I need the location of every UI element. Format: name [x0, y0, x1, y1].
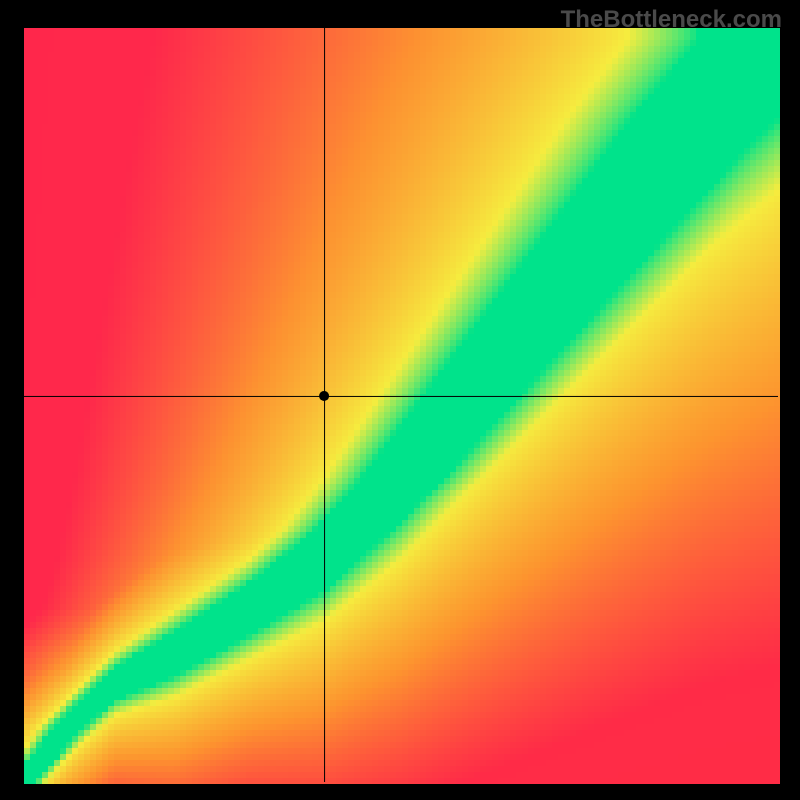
chart-container: TheBottleneck.com — [0, 0, 800, 800]
watermark-text: TheBottleneck.com — [561, 6, 782, 34]
bottleneck-heatmap — [0, 0, 800, 800]
